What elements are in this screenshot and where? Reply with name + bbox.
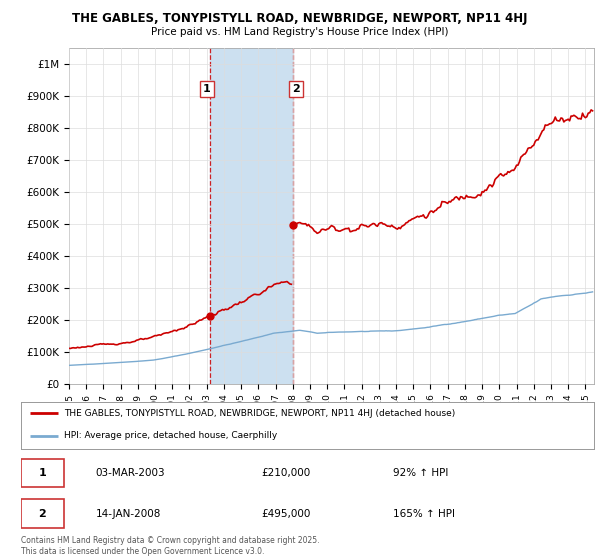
Text: 2: 2: [38, 508, 46, 519]
Text: £495,000: £495,000: [262, 508, 311, 519]
Text: HPI: Average price, detached house, Caerphilly: HPI: Average price, detached house, Caer…: [64, 431, 277, 440]
Bar: [209, 48, 293, 384]
Text: THE GABLES, TONYPISTYLL ROAD, NEWBRIDGE, NEWPORT, NP11 4HJ (detached house): THE GABLES, TONYPISTYLL ROAD, NEWBRIDGE,…: [64, 409, 455, 418]
FancyBboxPatch shape: [21, 459, 64, 487]
Text: £210,000: £210,000: [262, 468, 311, 478]
FancyBboxPatch shape: [21, 500, 64, 528]
Text: Contains HM Land Registry data © Crown copyright and database right 2025.
This d: Contains HM Land Registry data © Crown c…: [21, 536, 320, 556]
Text: 165% ↑ HPI: 165% ↑ HPI: [394, 508, 455, 519]
Text: 1: 1: [38, 468, 46, 478]
Text: Price paid vs. HM Land Registry's House Price Index (HPI): Price paid vs. HM Land Registry's House …: [151, 27, 449, 37]
Text: 2: 2: [292, 84, 300, 94]
Text: 1: 1: [203, 84, 211, 94]
Text: 03-MAR-2003: 03-MAR-2003: [95, 468, 165, 478]
Text: THE GABLES, TONYPISTYLL ROAD, NEWBRIDGE, NEWPORT, NP11 4HJ: THE GABLES, TONYPISTYLL ROAD, NEWBRIDGE,…: [72, 12, 528, 25]
Text: 14-JAN-2008: 14-JAN-2008: [95, 508, 161, 519]
Text: 92% ↑ HPI: 92% ↑ HPI: [394, 468, 449, 478]
